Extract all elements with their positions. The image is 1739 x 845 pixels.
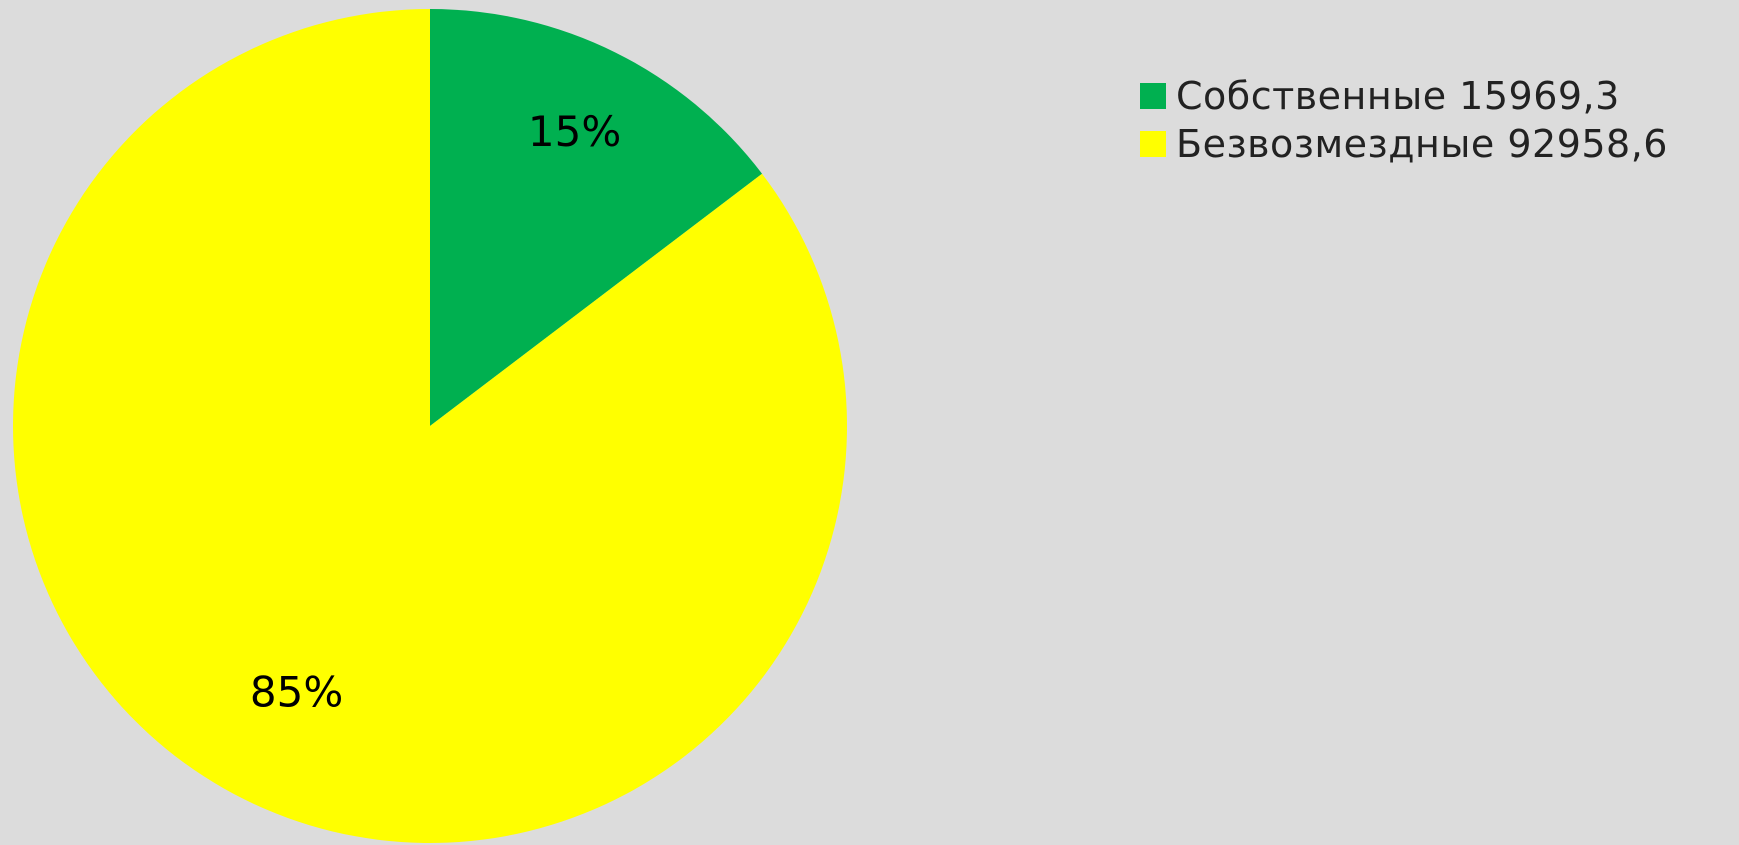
legend-swatch-yellow — [1140, 131, 1166, 157]
slice-percent-label-1: 85% — [250, 667, 343, 716]
legend-label: Безвозмездные 92958,6 — [1176, 122, 1668, 166]
slice-percent-label-0: 15% — [528, 107, 621, 156]
legend-item-sobstvennye: Собственные 15969,3 — [1140, 72, 1668, 120]
pie-slice-0 — [430, 9, 763, 426]
legend: Собственные 15969,3 Безвозмездные 92958,… — [1140, 72, 1668, 168]
legend-item-bezvozmezdnye: Безвозмездные 92958,6 — [1140, 120, 1668, 168]
legend-swatch-green — [1140, 83, 1166, 109]
legend-label: Собственные 15969,3 — [1176, 74, 1620, 118]
pie-plot-area: 15% 85% — [13, 9, 848, 843]
pie-slice-1 — [13, 9, 848, 843]
